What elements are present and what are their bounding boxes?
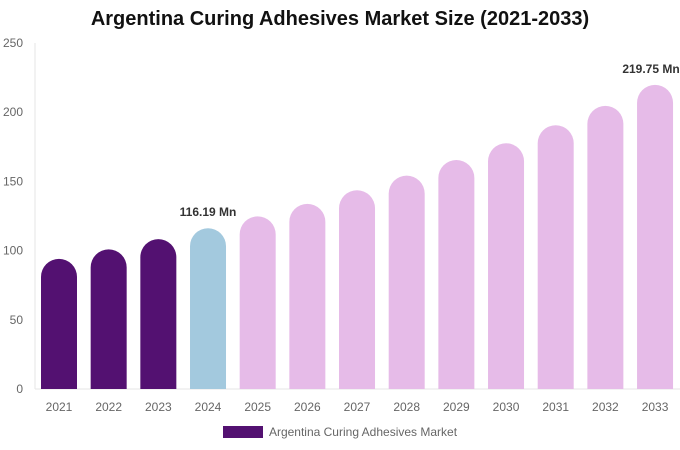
x-tick-label: 2021 [46, 400, 73, 414]
bar-2032 [587, 105, 624, 389]
y-tick-label: 200 [3, 105, 23, 119]
data-label: 219.75 Mn [622, 62, 679, 76]
x-tick-label: 2022 [95, 400, 122, 414]
legend: Argentina Curing Adhesives Market [0, 425, 680, 439]
x-tick-label: 2031 [542, 400, 569, 414]
x-tick-label: 2024 [195, 400, 222, 414]
x-tick-label: 2023 [145, 400, 172, 414]
x-tick-label: 2028 [393, 400, 420, 414]
bar-2021 [41, 258, 77, 389]
y-tick-label: 250 [3, 36, 23, 50]
bar-2031 [537, 125, 574, 389]
bar-2028 [388, 175, 425, 389]
bar-2033 [637, 84, 674, 389]
x-tick-label: 2030 [493, 400, 520, 414]
bar-2025 [239, 216, 276, 389]
bar-2029 [438, 159, 475, 389]
x-tick-label: 2029 [443, 400, 470, 414]
y-tick-label: 100 [3, 244, 23, 258]
bar-chart: 0 50 100 150 200 250 2021 2022 2023 2024 116.19 Mn… [3, 36, 680, 414]
y-tick-label: 0 [16, 382, 23, 396]
bar-2027 [339, 190, 376, 389]
bar-2026 [289, 203, 326, 389]
x-tick-label: 2032 [592, 400, 619, 414]
chart-title: Argentina Curing Adhesives Market Size (… [90, 8, 590, 30]
y-tick-label: 50 [10, 313, 24, 327]
legend-swatch [222, 426, 263, 438]
y-tick-label: 150 [3, 174, 23, 188]
x-tick-label: 2033 [642, 400, 669, 414]
bar-2030 [488, 143, 525, 389]
bar-2024 [190, 228, 227, 389]
x-tick-label: 2027 [344, 400, 371, 414]
x-tick-label: 2026 [294, 400, 321, 414]
bar-2022 [90, 249, 127, 389]
bar-2023 [140, 239, 177, 389]
legend-label: Argentina Curing Adhesives Market [268, 425, 458, 439]
x-tick-label: 2025 [244, 400, 271, 414]
data-label: 116.19 Mn [180, 205, 237, 219]
